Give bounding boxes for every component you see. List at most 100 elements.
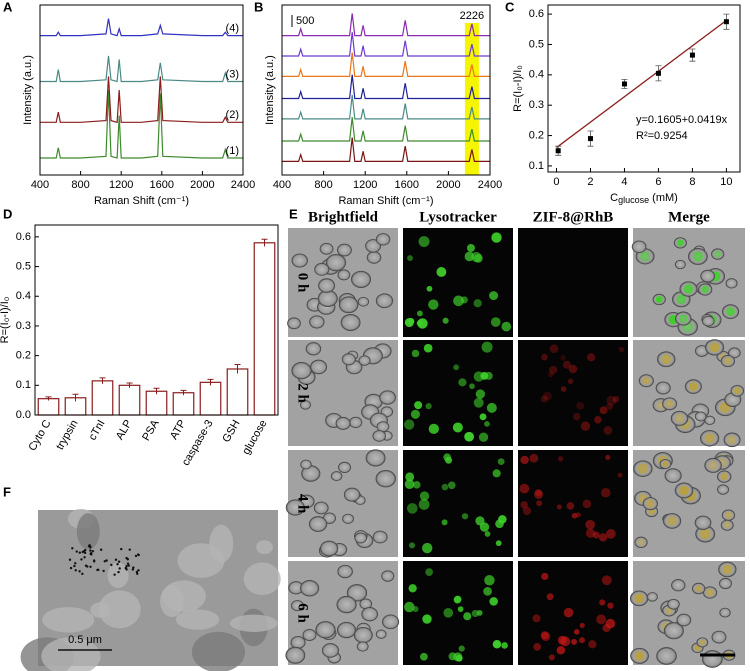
- y-tick-label: 0.3: [529, 99, 544, 111]
- green-signal: [498, 515, 507, 524]
- cell: [341, 353, 356, 366]
- spectrum-line: [40, 89, 243, 159]
- red-signal: [587, 353, 596, 362]
- cell: [664, 468, 682, 483]
- red-signal: [560, 354, 566, 361]
- bar: [118, 384, 141, 416]
- cell: [372, 430, 387, 442]
- nanoparticle: [113, 573, 116, 576]
- green-signal: [724, 357, 732, 365]
- nanoparticle: [86, 565, 89, 568]
- green-signal: [411, 349, 420, 358]
- red-signal: [532, 614, 541, 623]
- red-signal: [600, 487, 611, 498]
- cell: [349, 416, 363, 429]
- green-signal: [720, 472, 728, 481]
- red-signal: [562, 360, 571, 369]
- red-signal: [519, 483, 530, 494]
- red-signal: [546, 593, 554, 601]
- organelle: [243, 562, 281, 596]
- red-signal: [599, 406, 608, 415]
- green-signal: [453, 295, 464, 307]
- micrograph: [403, 561, 513, 665]
- cell: [290, 636, 306, 649]
- cell: [667, 598, 680, 610]
- green-signal: [458, 645, 465, 652]
- red-signal: [543, 391, 552, 401]
- category-label: PSA: [140, 417, 162, 443]
- bar: [172, 392, 195, 416]
- cell: [285, 499, 305, 516]
- green-signal: [418, 236, 430, 248]
- y-tick-label: 0.5: [16, 260, 31, 272]
- x-tick-label: 800: [71, 179, 89, 191]
- cell: [300, 580, 320, 597]
- nanoparticle: [81, 550, 84, 554]
- column-header: ZIF-8@RhB: [533, 209, 614, 225]
- nanoparticle: [88, 544, 92, 548]
- y-tick-label: 0.0: [16, 409, 31, 421]
- cell: [375, 629, 387, 639]
- cell: [375, 233, 391, 246]
- cell: [314, 262, 330, 276]
- green-signal: [701, 285, 709, 294]
- y-tick-label: 0.2: [529, 129, 544, 141]
- cell: [318, 278, 336, 293]
- plot-frame: [281, 4, 491, 176]
- red-signal: [603, 426, 613, 435]
- cell: [291, 361, 312, 380]
- plot-frame: [547, 4, 741, 173]
- cell: [365, 449, 386, 467]
- cell: [325, 253, 347, 272]
- cell: [663, 622, 684, 640]
- red-signal: [557, 456, 564, 462]
- green-signal: [637, 538, 645, 546]
- bar: [199, 381, 222, 416]
- red-signal: [579, 637, 586, 644]
- red-signal: [567, 378, 574, 385]
- green-signal: [637, 463, 648, 474]
- red-signal: [522, 506, 532, 516]
- nanoparticle: [71, 547, 74, 550]
- green-signal: [469, 383, 475, 390]
- series-label: (3): [226, 68, 239, 80]
- green-signal: [492, 469, 501, 478]
- x-tick-label: 2400: [231, 179, 255, 191]
- x-label: Raman Shift (cm⁻¹): [338, 195, 433, 207]
- red-signal: [574, 629, 580, 635]
- cell: [356, 641, 369, 652]
- green-signal: [475, 516, 485, 526]
- spectrum-line: [282, 74, 490, 100]
- green-signal: [479, 413, 487, 421]
- cell: [291, 253, 308, 268]
- category-label: ATP: [168, 418, 189, 442]
- cell: [336, 621, 357, 639]
- red-signal: [588, 640, 597, 649]
- red-signal: [534, 489, 543, 497]
- green-signal: [443, 608, 454, 618]
- green-signal: [709, 342, 720, 353]
- green-signal: [426, 285, 433, 292]
- cell: [336, 595, 357, 614]
- column-header: Merge: [668, 209, 710, 225]
- panel-label: C: [505, 0, 515, 14]
- cell: [343, 487, 361, 502]
- label-part: C: [610, 192, 618, 204]
- red-signal: [594, 416, 602, 424]
- green-signal: [464, 431, 474, 442]
- green-signal: [695, 585, 703, 592]
- green-signal: [404, 419, 415, 430]
- cell: [287, 317, 301, 330]
- green-signal: [484, 371, 493, 380]
- x-tick-label: 2000: [436, 179, 460, 191]
- green-signal: [473, 299, 482, 308]
- green-signal: [724, 511, 732, 519]
- cell: [353, 626, 373, 644]
- cell: [340, 313, 361, 331]
- data-point: [723, 19, 729, 25]
- r-squared: R²=0.9254: [636, 130, 688, 142]
- green-signal: [704, 433, 715, 444]
- cell: [310, 359, 328, 375]
- highlight-label: 2226: [460, 10, 484, 22]
